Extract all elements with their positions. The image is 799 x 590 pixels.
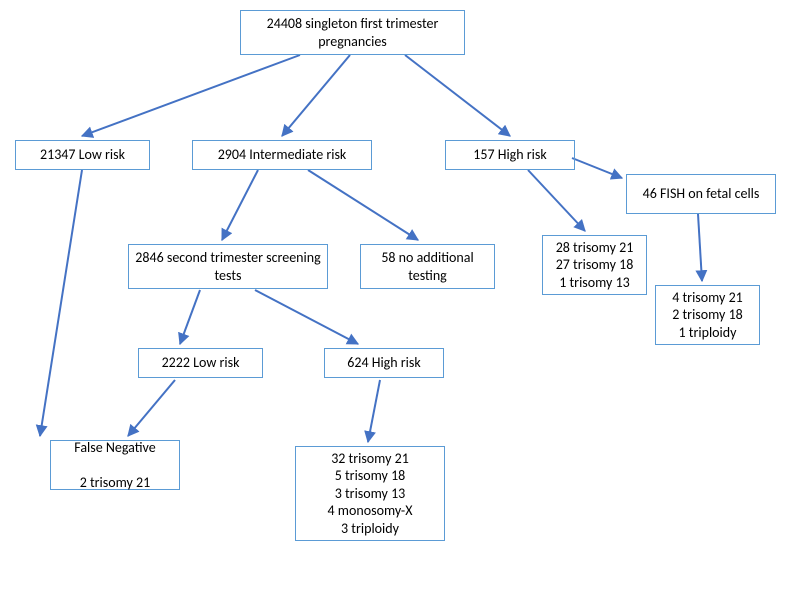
flow-arrow xyxy=(405,55,510,136)
flow-arrow xyxy=(368,380,380,442)
node-fish-results: 4 trisomy 21 2 trisomy 18 1 triploidy xyxy=(655,285,760,345)
flow-arrow xyxy=(308,170,418,240)
flow-arrow xyxy=(222,170,258,240)
node-high-risk: 157 High risk xyxy=(445,140,575,170)
node-second-trim: 2846 second trimester screening tests xyxy=(128,244,328,289)
node-no-additional: 58 no additional testing xyxy=(360,244,495,289)
flow-arrow xyxy=(128,380,175,436)
flow-arrow xyxy=(82,55,300,136)
node-low-risk: 21347 Low risk xyxy=(15,140,150,170)
node-low-risk-2: 2222 Low risk xyxy=(138,348,263,378)
node-high-risk-2: 624 High risk xyxy=(324,348,444,378)
node-fish: 46 FISH on fetal cells xyxy=(626,174,776,214)
flow-arrow xyxy=(572,158,622,178)
node-intermediate: 2904 Intermediate risk xyxy=(192,140,372,170)
node-false-negative: False Negative 2 trisomy 21 xyxy=(50,440,180,490)
node-high-results: 28 trisomy 21 27 trisomy 18 1 trisomy 13 xyxy=(542,235,647,295)
flow-arrow xyxy=(528,170,585,231)
flow-arrow xyxy=(180,290,200,344)
flow-arrow xyxy=(255,290,358,344)
node-high2-results: 32 trisomy 21 5 trisomy 18 3 trisomy 13 … xyxy=(295,446,445,541)
flow-arrow xyxy=(40,170,82,436)
flow-arrow xyxy=(698,214,702,281)
flow-arrow xyxy=(282,55,350,136)
node-root: 24408 singleton first trimester pregnanc… xyxy=(240,10,465,55)
